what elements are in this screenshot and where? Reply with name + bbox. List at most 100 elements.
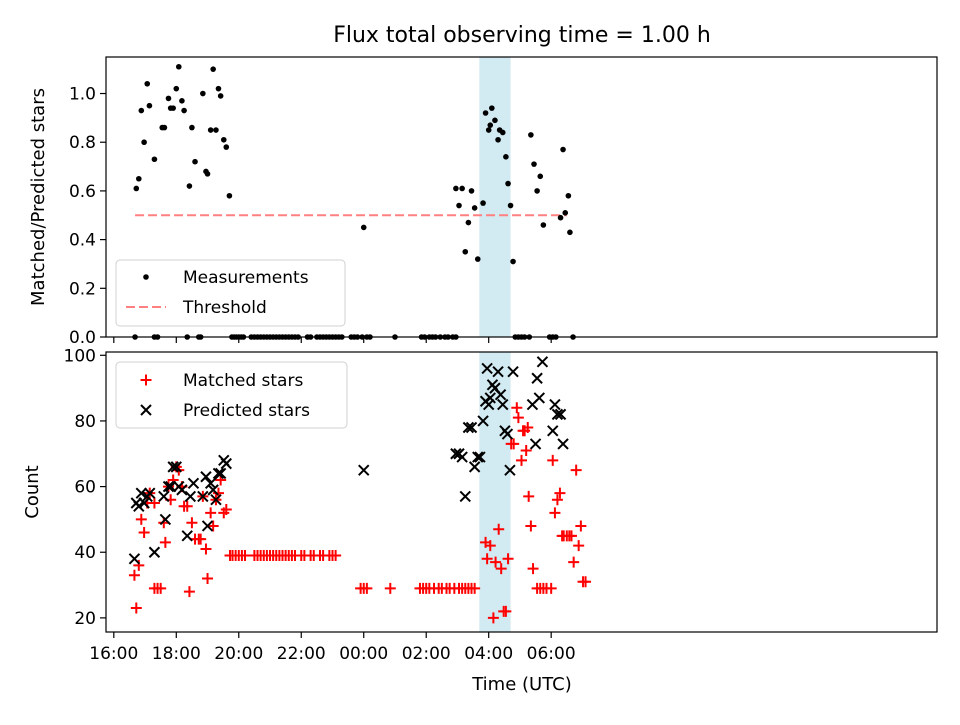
matched-stars-point xyxy=(469,582,481,594)
bottom-legend: Matched stars Predicted stars xyxy=(115,361,348,429)
top-y-tick-label: 0.2 xyxy=(69,279,96,299)
legend-label-predicted-stars: Predicted stars xyxy=(183,401,310,421)
matched-stars-point xyxy=(551,494,563,506)
measurement-point xyxy=(207,127,214,133)
legend-label-threshold: Threshold xyxy=(182,298,267,318)
matched-stars-point xyxy=(523,490,535,502)
bottom-axes-frame xyxy=(105,351,938,633)
legend-box xyxy=(115,259,346,327)
predicted-stars-point xyxy=(212,467,225,480)
measurement-point xyxy=(223,144,230,150)
predicted-stars-point xyxy=(494,388,507,401)
measurement-point xyxy=(181,107,187,114)
measurement-point xyxy=(175,63,182,70)
predicted-stars-point xyxy=(214,467,227,480)
measurement-point xyxy=(138,107,145,114)
measurement-point xyxy=(485,127,492,133)
chart-title: Flux total observing time = 1.00 h xyxy=(333,23,711,48)
x-axis-label: Time (UTC) xyxy=(471,674,572,695)
matched-stars-point xyxy=(207,520,219,532)
top-y-axis-label: Matched/Predicted stars xyxy=(28,88,49,306)
predicted-stars-point xyxy=(159,513,172,526)
predicted-stars-point xyxy=(138,497,150,509)
matched-stars-point xyxy=(186,517,198,529)
predicted-stars-point xyxy=(158,490,170,503)
predicted-stars-point xyxy=(200,471,212,483)
matched-stars-point xyxy=(527,563,539,575)
predicted-stars-point xyxy=(557,438,569,450)
measurement-point xyxy=(499,129,506,136)
predicted-stars-point xyxy=(482,398,495,411)
top-y-tick-label: 0.8 xyxy=(69,133,96,153)
predicted-stars-point xyxy=(492,365,504,378)
predicted-stars-point xyxy=(549,398,561,411)
matched-stars-point xyxy=(138,527,150,539)
measurement-point xyxy=(215,85,222,92)
x-tick-label: 02:00 xyxy=(402,644,451,664)
predicted-stars-point xyxy=(497,398,509,411)
measurement-point xyxy=(151,156,158,163)
matched-stars-point xyxy=(239,550,251,562)
top-highlight-span xyxy=(479,57,511,337)
predicted-stars-point xyxy=(533,392,546,404)
bottom-y-tick-label: 60 xyxy=(74,478,96,498)
bottom-y-tick-label: 100 xyxy=(64,346,96,366)
measurement-point xyxy=(189,124,195,131)
predicted-stars-point xyxy=(210,494,222,506)
predicted-stars-point xyxy=(164,480,177,493)
measurement-point xyxy=(456,202,462,209)
measurement-point xyxy=(537,173,544,180)
predicted-stars-point xyxy=(162,480,175,493)
matched-stars-point xyxy=(148,497,160,509)
x-tick-label: 04:00 xyxy=(464,644,513,664)
legend-matched-marker xyxy=(140,374,152,386)
predicted-stars-point xyxy=(133,500,145,512)
matched-stars-point xyxy=(481,553,493,565)
measurement-point xyxy=(489,105,495,111)
measurement-point xyxy=(540,222,547,228)
predicted-stars-point xyxy=(148,546,161,558)
matched-stars-point xyxy=(195,533,207,545)
matched-stars-point xyxy=(495,563,507,575)
predicted-stars-point xyxy=(507,365,519,378)
matched-stars-point xyxy=(520,444,532,456)
matched-stars-point xyxy=(508,438,520,450)
predicted-stars-point xyxy=(181,530,193,542)
matched-stars-point xyxy=(490,556,502,568)
matched-stars-point xyxy=(128,569,140,581)
matched-stars-point xyxy=(493,523,505,535)
measurement-point xyxy=(141,139,147,146)
measurement-point xyxy=(495,136,501,143)
bottom-y-axis-label: Count xyxy=(22,465,43,518)
predicted-stars-point xyxy=(201,520,214,532)
predicted-stars-point xyxy=(554,408,567,421)
predicted-stars-point xyxy=(184,490,197,503)
bottom-y-tick-label: 80 xyxy=(74,412,96,432)
matched-stars-point xyxy=(575,520,587,532)
matched-stars-point xyxy=(130,602,142,614)
measurement-point xyxy=(528,132,534,138)
measurement-point xyxy=(567,229,573,236)
legend-box xyxy=(115,361,348,429)
matched-stars-point xyxy=(580,576,592,588)
legend-measurement-marker xyxy=(143,274,149,280)
predicted-stars-point xyxy=(176,484,188,496)
measurement-point xyxy=(465,219,472,226)
legend-label-matched-stars: Matched stars xyxy=(183,371,303,391)
x-tick-label: 18:00 xyxy=(152,644,201,664)
matched-stars-point xyxy=(522,421,534,433)
matched-stars-point xyxy=(568,556,580,568)
predicted-stars-point xyxy=(170,461,182,473)
measurement-point xyxy=(560,146,566,153)
predicted-stars-point xyxy=(204,477,217,490)
matched-stars-point xyxy=(159,536,171,548)
measurement-point xyxy=(360,224,367,231)
measurement-point xyxy=(136,175,142,182)
matched-stars-point xyxy=(545,582,557,594)
x-tick-label: 16:00 xyxy=(89,644,138,664)
predicted-stars-point xyxy=(187,477,200,490)
matched-stars-point xyxy=(330,550,342,562)
bottom-panel: 20 40 60 80 100 16:00 18:00 20:00 22:00 00:00 02:0… xyxy=(64,346,938,664)
matched-stars-point xyxy=(205,507,217,519)
